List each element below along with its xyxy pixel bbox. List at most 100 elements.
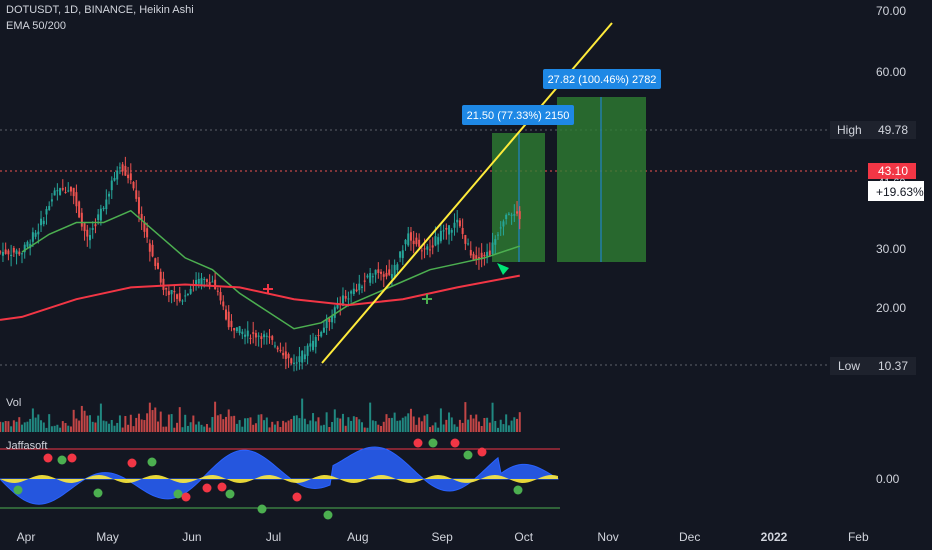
candle — [37, 231, 40, 235]
measure-label-small — [462, 105, 574, 125]
volume-bar — [249, 417, 252, 432]
candle — [254, 333, 257, 338]
candle — [203, 279, 206, 281]
volume-bar — [505, 414, 508, 432]
candle — [320, 331, 323, 337]
indicator-legend[interactable]: EMA 50/200 — [6, 20, 66, 32]
volume-bar — [415, 424, 418, 432]
candle — [328, 318, 331, 323]
high-value-label — [868, 121, 916, 139]
candle — [513, 214, 516, 216]
candle — [390, 274, 393, 279]
candle — [510, 214, 513, 216]
candle — [453, 222, 456, 228]
volume-bar — [91, 421, 94, 432]
candle — [113, 178, 116, 181]
volume-bar — [516, 418, 519, 432]
candle — [352, 288, 355, 295]
volume-bar — [50, 426, 53, 432]
candle — [456, 219, 459, 223]
candle — [507, 213, 510, 215]
candle — [189, 288, 192, 294]
volume-bar — [21, 424, 23, 432]
volume-bar — [309, 420, 312, 432]
volume-bar — [12, 420, 15, 432]
candle — [233, 328, 236, 331]
candle — [21, 253, 23, 255]
volume-bar — [0, 421, 2, 432]
candle — [374, 269, 377, 275]
volume-bar — [510, 420, 513, 432]
volume-bar — [282, 420, 285, 432]
volume-bar — [347, 417, 350, 432]
volume-bar — [442, 424, 445, 432]
volume-bar — [314, 421, 317, 432]
oscillator-dot — [67, 453, 77, 463]
oscillator-dot — [217, 482, 227, 492]
volume-bar — [108, 423, 111, 432]
volume-bar — [295, 415, 298, 432]
candle — [480, 252, 483, 260]
volume-bar — [409, 408, 412, 432]
volume-bar — [429, 426, 431, 432]
candle — [157, 262, 159, 269]
candle — [56, 190, 59, 192]
oscillator-dot — [450, 438, 460, 448]
candle — [450, 229, 453, 233]
volume-bar — [374, 421, 377, 432]
candle — [309, 343, 312, 347]
volume-bar — [404, 416, 407, 432]
candle — [295, 362, 298, 364]
candle — [0, 251, 2, 253]
candle — [483, 254, 486, 257]
volume-legend[interactable]: Vol — [6, 397, 22, 409]
volume-bar — [439, 408, 442, 432]
candle — [322, 327, 325, 333]
volume-bar — [350, 420, 353, 432]
candle — [26, 241, 29, 247]
volume-bar — [472, 418, 475, 432]
candle — [118, 167, 121, 169]
volume-bar — [287, 420, 290, 432]
oscillator-legend[interactable]: Jaffasoft — [6, 440, 48, 452]
candle — [494, 239, 497, 245]
volume-bar — [118, 415, 121, 432]
candle — [105, 199, 108, 210]
volume-bar — [257, 414, 260, 432]
volume-bar — [341, 413, 344, 432]
volume-bar — [146, 413, 149, 432]
volume-bar — [361, 422, 363, 432]
last-price-label — [868, 163, 916, 179]
time-tick: Nov — [597, 530, 618, 544]
candle — [502, 221, 505, 227]
volume-bar — [445, 419, 448, 432]
candle — [388, 269, 391, 275]
time-tick: Apr — [17, 530, 36, 544]
volume-bar — [64, 423, 67, 432]
candle — [222, 301, 225, 307]
time-tick: Jul — [266, 530, 281, 544]
candle — [341, 295, 344, 306]
candle — [135, 190, 138, 199]
oscillator-dot — [428, 438, 438, 448]
candle — [59, 188, 62, 195]
volume-bar — [225, 416, 227, 432]
volume-bar — [385, 414, 388, 432]
candle — [385, 272, 388, 277]
candle — [167, 291, 170, 295]
oscillator-dot — [13, 485, 23, 495]
volume-bar — [7, 421, 10, 432]
volume-bar — [40, 420, 43, 432]
candle — [67, 190, 70, 192]
chart-title[interactable]: DOTUSDT, 1D, BINANCE, Heikin Ashi — [6, 4, 194, 16]
measure-label-small-text: 21.50 (77.33%) 2150 — [467, 110, 570, 122]
oscillator-dot — [413, 438, 423, 448]
volume-bar — [456, 426, 459, 432]
candle — [331, 315, 334, 323]
candle — [7, 250, 10, 255]
volume-bar — [464, 402, 467, 432]
candle — [197, 279, 200, 284]
candle — [472, 253, 475, 261]
ema-200-line — [0, 274, 520, 321]
